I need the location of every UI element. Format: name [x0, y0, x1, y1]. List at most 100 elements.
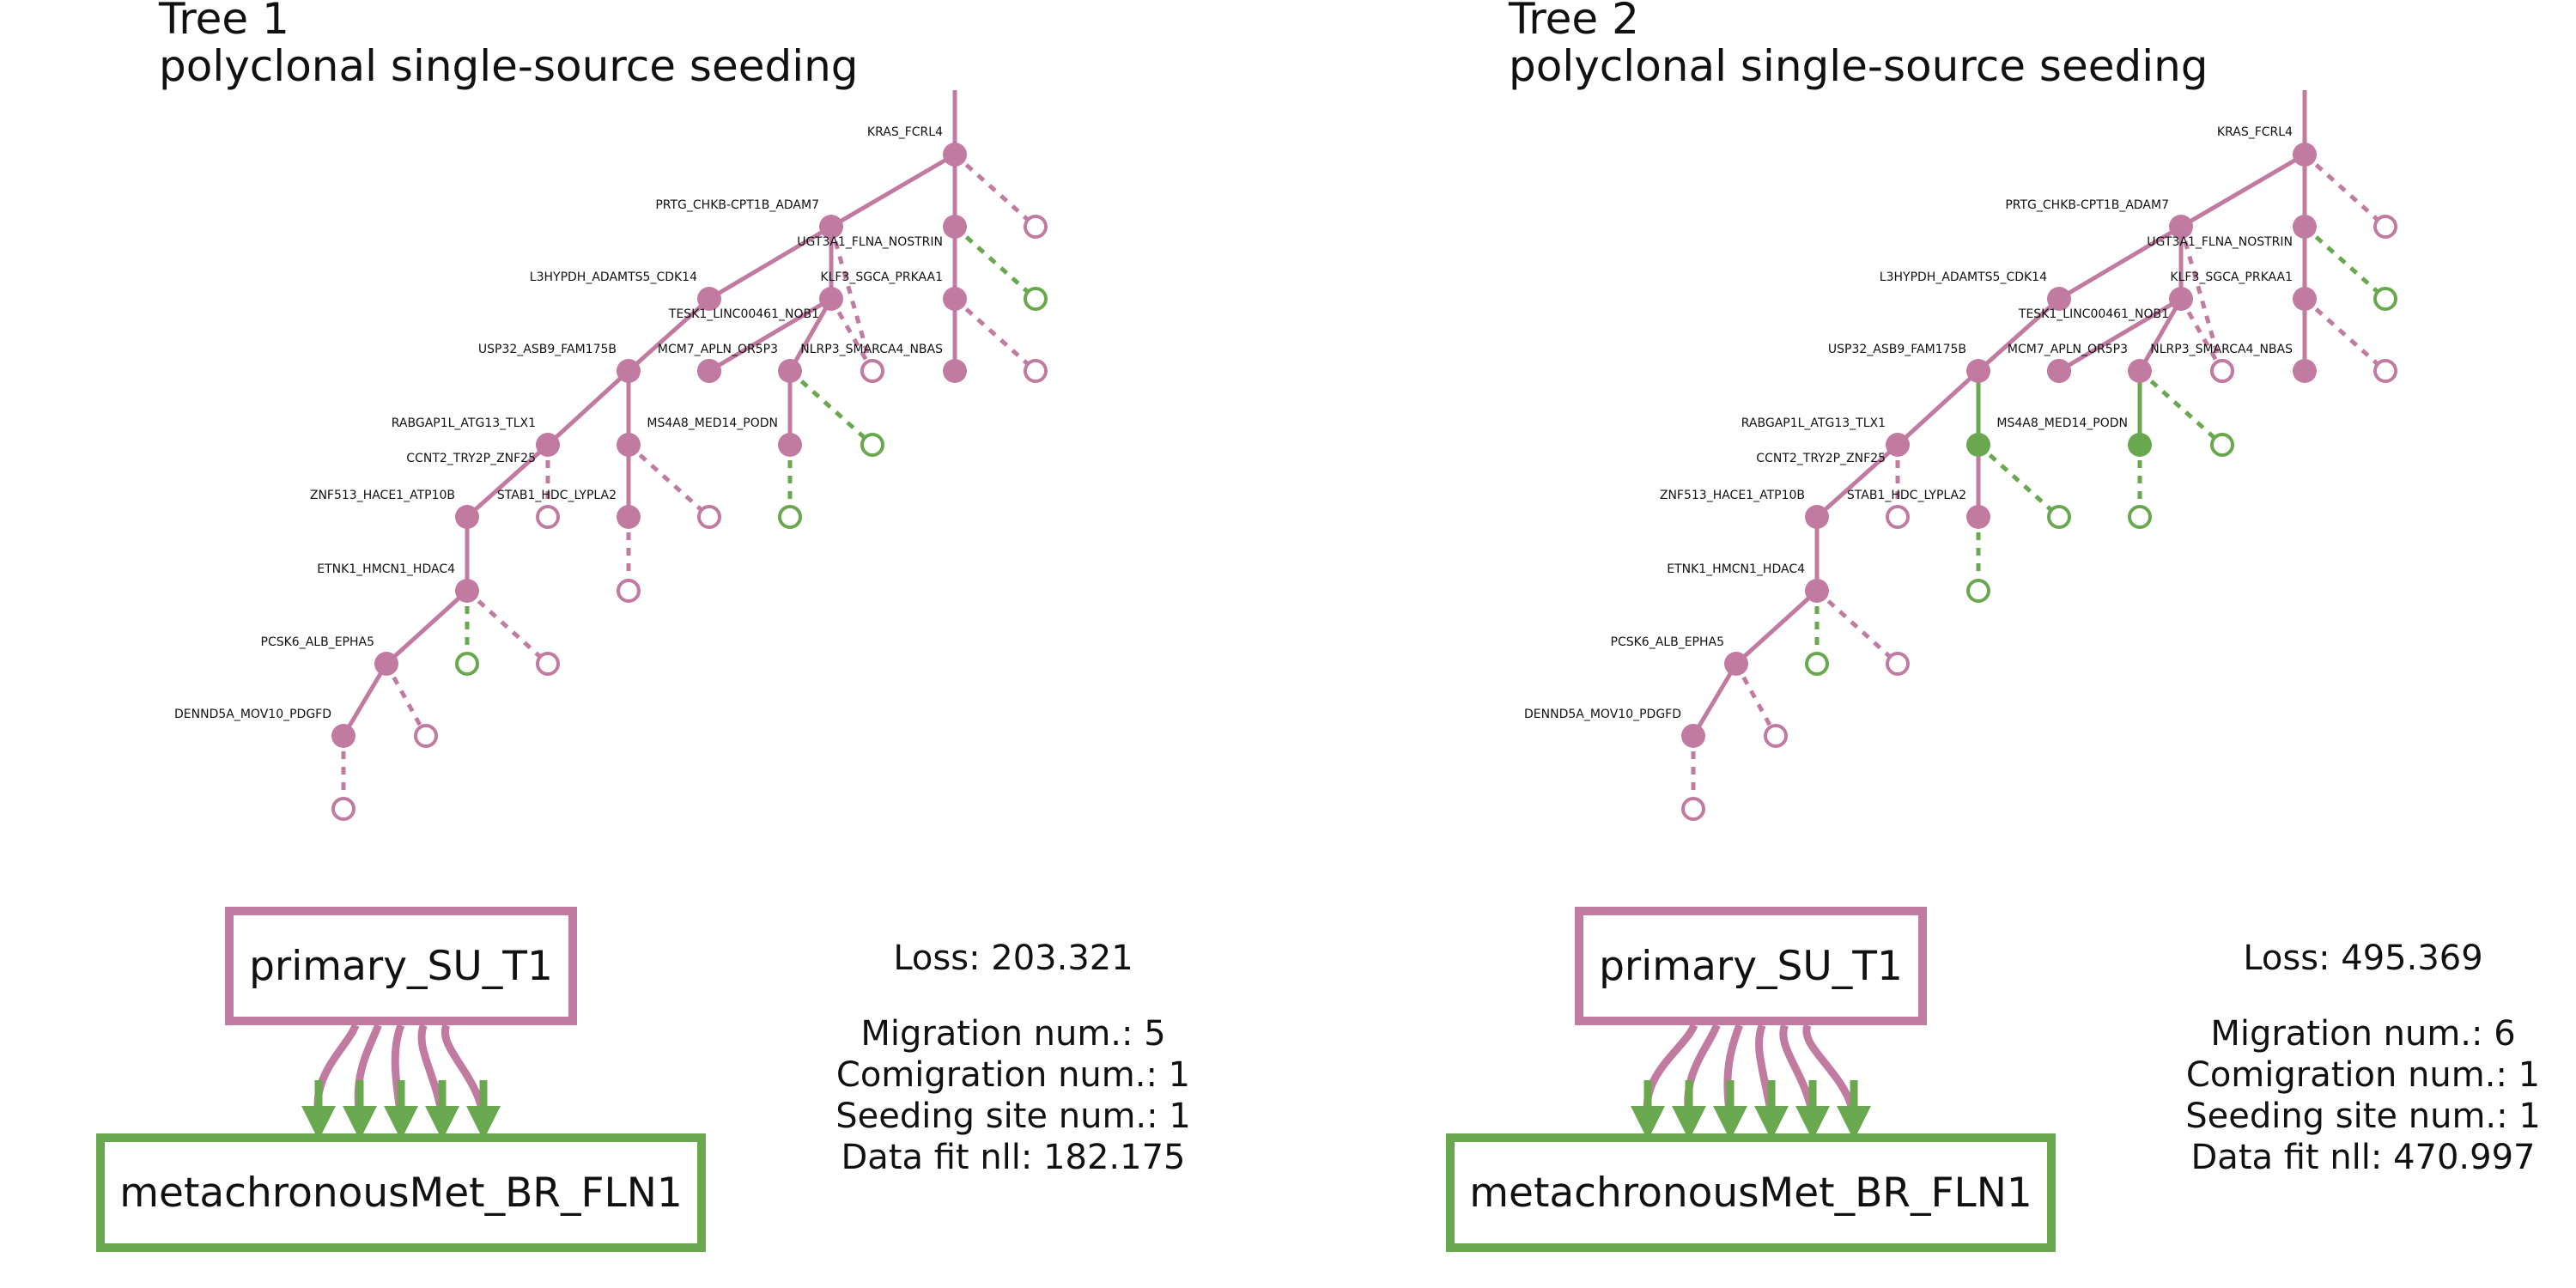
leaf-edge [627, 443, 711, 519]
tree-edge [829, 152, 957, 229]
tree-panel-2: Tree 2 polyclonal single-source seeding … [1350, 0, 2576, 1288]
clone-node [943, 287, 967, 311]
clone-node [2293, 215, 2317, 239]
tree-edge [1735, 589, 1819, 665]
stats-block: Loss: 495.369 Migration num.: 6 Comigrat… [2174, 938, 2552, 1178]
tree-edge [708, 296, 833, 374]
tree-edge [1691, 662, 1739, 738]
clone-node [1724, 652, 1748, 676]
clone-node [1966, 505, 1990, 529]
leaf-node [2373, 215, 2397, 239]
leaf-node [1764, 724, 1788, 748]
clone-node [697, 359, 721, 383]
clone-node [1681, 724, 1705, 748]
node-label: PRTG_CHKB-CPT1B_ADAM7 [2005, 198, 2169, 212]
node-label: STAB1_HDC_LYPLA2 [1847, 489, 1966, 502]
node-label: ETNK1_HMCN1_HDAC4 [317, 562, 455, 576]
clone-node [617, 359, 641, 383]
leaf-node [1886, 652, 1910, 676]
data-fit-nll: Data fit nll: 470.997 [2190, 1138, 2536, 1177]
node-label: RABGAP1L_ATG13_TLX1 [392, 416, 536, 430]
clone-node [1966, 359, 1990, 383]
node-label: ZNF513_HACE1_ATP10B [1660, 489, 1805, 502]
node-label: KRAS_FCRL4 [2217, 125, 2293, 139]
node-label: UGT3A1_FLNA_NOSTRIN [797, 235, 943, 249]
migration-arrowhead [425, 1106, 459, 1140]
node-label: CCNT2_TRY2P_ZNF25 [1756, 452, 1886, 465]
clone-node [374, 652, 398, 676]
tree-edge [2137, 297, 2184, 373]
node-label: PRTG_CHKB-CPT1B_ADAM7 [655, 198, 819, 212]
node-label: L3HYPDH_ADAMTS5_CDK14 [530, 270, 697, 284]
leaf-edge [1815, 589, 1899, 665]
clone-node [943, 143, 967, 167]
leaf-edge [953, 153, 1037, 228]
leaf-edge [1734, 662, 1778, 738]
metastasis-site-label: metachronousMet_BR_FLN1 [1469, 1169, 2032, 1217]
leaf-node [860, 433, 884, 457]
leaf-edge [829, 226, 875, 372]
leaf-edge [829, 297, 875, 373]
tree-edge [787, 297, 834, 373]
tree-edge [2057, 296, 2183, 374]
clone-node [1966, 433, 1990, 457]
node-label: CCNT2_TRY2P_ZNF25 [406, 452, 536, 465]
leaf-edge [953, 225, 1037, 301]
node-label: MS4A8_MED14_PODN [1996, 416, 2128, 430]
leaf-edge [2178, 226, 2225, 372]
seeding-site-num: Seeding site num.: 1 [2185, 1097, 2541, 1136]
tree-title: Tree 2 [1509, 0, 1639, 44]
leaf-node [1886, 505, 1910, 529]
leaf-node [331, 797, 355, 821]
node-label: USP32_ASB9_FAM175B [478, 343, 617, 356]
migration-arrowhead [1672, 1106, 1706, 1140]
leaf-edge [2178, 297, 2225, 373]
clone-node [455, 579, 479, 603]
clone-node [1805, 505, 1829, 529]
migration-graph [301, 1024, 501, 1140]
migration-arrowhead [1795, 1106, 1830, 1140]
leaf-node [860, 359, 884, 383]
leaf-node [1681, 797, 1705, 821]
node-label: UGT3A1_FLNA_NOSTRIN [2147, 235, 2293, 249]
leaf-edge [2303, 297, 2387, 373]
tree-edge [1896, 369, 1980, 447]
primary-site-box: primary_SU_T1 [1575, 907, 1927, 1025]
node-label: MCM7_APLN_OR5P3 [658, 343, 778, 356]
tree-subtitle: polyclonal single-source seeding [159, 41, 859, 91]
leaf-node [414, 724, 438, 748]
leaf-node [455, 652, 479, 676]
migration-graph [1631, 1024, 1871, 1140]
node-label: KRAS_FCRL4 [867, 125, 943, 139]
leaf-node [1024, 215, 1048, 239]
tree-edge [1977, 297, 2061, 373]
clone-node [819, 215, 843, 239]
comigration-num: Comigration num.: 1 [835, 1055, 1191, 1095]
migration-arrowhead [1754, 1106, 1789, 1140]
leaf-node [2047, 505, 2071, 529]
leaf-node [697, 505, 721, 529]
clone-node [536, 433, 560, 457]
clone-node [2128, 359, 2152, 383]
tree-edge [1815, 443, 1899, 519]
tree-title: Tree 1 [159, 0, 289, 44]
metastasis-site-label: metachronousMet_BR_FLN1 [119, 1169, 683, 1217]
node-label: DENND5A_MOV10_PDGFD [1524, 708, 1681, 721]
clone-node [943, 359, 967, 383]
metastasis-site-box: metachronousMet_BR_FLN1 [1446, 1133, 2056, 1252]
node-label: KLF3_SGCA_PRKAA1 [2170, 270, 2293, 284]
primary-site-label: primary_SU_T1 [1599, 942, 1903, 990]
node-label: PCSK6_ALB_EPHA5 [261, 635, 374, 649]
comigration-num: Comigration num.: 1 [2185, 1055, 2541, 1095]
leaf-edge [2138, 369, 2224, 447]
node-label: NLRP3_SMARCA4_NBAS [800, 343, 943, 356]
clone-node [819, 287, 843, 311]
tree-subtitle: polyclonal single-source seeding [1509, 41, 2208, 91]
tree-edge [465, 443, 550, 519]
migration-arrowhead [1713, 1106, 1747, 1140]
migration-num: Migration num.: 6 [2210, 1014, 2516, 1054]
node-label: ETNK1_HMCN1_HDAC4 [1667, 562, 1805, 576]
migration-arrow [440, 1024, 488, 1117]
primary-site-box: primary_SU_T1 [225, 907, 577, 1025]
leaf-edge [953, 297, 1037, 373]
